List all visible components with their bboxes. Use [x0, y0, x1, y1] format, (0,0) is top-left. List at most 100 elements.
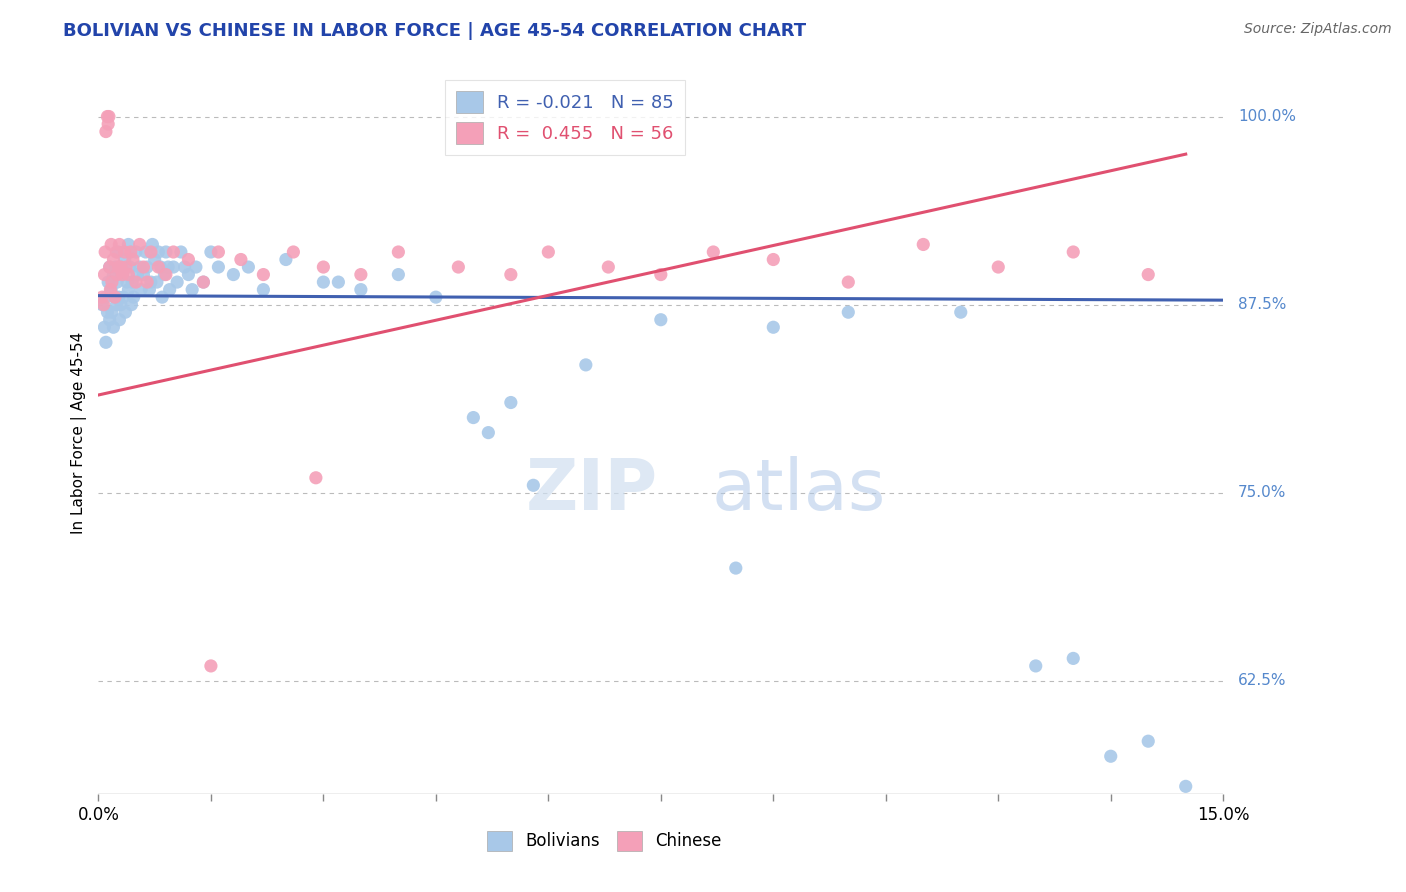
Chinese	[229, 252, 252, 267]
Chinese	[97, 110, 120, 124]
Chinese	[252, 268, 274, 282]
Chinese	[117, 268, 139, 282]
Bolivians	[148, 244, 170, 259]
Chinese	[93, 268, 115, 282]
Chinese	[100, 283, 122, 297]
Text: 100.0%: 100.0%	[1239, 109, 1296, 124]
Chinese	[110, 260, 132, 274]
Bolivians	[1099, 749, 1122, 764]
Bolivians	[193, 275, 215, 289]
Bolivians	[149, 260, 172, 274]
Bolivians	[162, 260, 184, 274]
Bolivians	[94, 290, 117, 304]
Chinese	[148, 260, 170, 274]
Chinese	[193, 275, 215, 289]
Chinese	[1062, 244, 1084, 259]
Bolivians	[101, 305, 124, 319]
Bolivians	[112, 290, 135, 304]
Chinese	[104, 290, 127, 304]
Bolivians	[328, 275, 350, 289]
Bolivians	[114, 305, 136, 319]
Chinese	[499, 268, 522, 282]
Chinese	[139, 244, 162, 259]
Chinese	[312, 260, 335, 274]
Bolivians	[118, 260, 141, 274]
Chinese	[108, 237, 131, 252]
Chinese	[114, 244, 136, 259]
Chinese	[1137, 268, 1160, 282]
Bolivians	[200, 244, 222, 259]
Chinese	[107, 260, 129, 274]
Bolivians	[141, 237, 163, 252]
Chinese	[650, 268, 672, 282]
Text: 62.5%: 62.5%	[1239, 673, 1286, 689]
Bolivians	[477, 425, 499, 440]
Chinese	[91, 290, 114, 304]
Bolivians	[94, 335, 117, 350]
Bolivians	[184, 260, 207, 274]
Bolivians	[100, 283, 122, 297]
Bolivians	[114, 252, 136, 267]
Bolivians	[173, 260, 195, 274]
Text: BOLIVIAN VS CHINESE IN LABOR FORCE | AGE 45-54 CORRELATION CHART: BOLIVIAN VS CHINESE IN LABOR FORCE | AGE…	[63, 22, 807, 40]
Chinese	[177, 252, 200, 267]
Bolivians	[166, 275, 188, 289]
Bolivians	[117, 283, 139, 297]
Chinese	[350, 268, 373, 282]
Chinese	[598, 260, 620, 274]
Bolivians	[97, 275, 120, 289]
Bolivians	[104, 260, 127, 274]
Bolivians	[155, 244, 177, 259]
Chinese	[837, 275, 859, 289]
Bolivians	[238, 260, 260, 274]
Chinese	[912, 237, 935, 252]
Bolivians	[129, 283, 152, 297]
Bolivians	[575, 358, 598, 372]
Chinese	[387, 244, 409, 259]
Bolivians	[91, 298, 114, 312]
Text: Source: ZipAtlas.com: Source: ZipAtlas.com	[1244, 22, 1392, 37]
Bolivians	[170, 244, 193, 259]
Bolivians	[103, 320, 125, 334]
Bolivians	[105, 298, 128, 312]
Text: 75.0%: 75.0%	[1239, 485, 1286, 500]
Bolivians	[146, 275, 169, 289]
Bolivians	[103, 268, 125, 282]
Bolivians	[104, 290, 127, 304]
Bolivians	[1062, 651, 1084, 665]
Bolivians	[181, 283, 204, 297]
Chinese	[105, 244, 128, 259]
Bolivians	[499, 395, 522, 409]
Bolivians	[128, 260, 150, 274]
Bolivians	[177, 268, 200, 282]
Bolivians	[157, 260, 180, 274]
Chinese	[987, 260, 1010, 274]
Bolivians	[724, 561, 747, 575]
Chinese	[136, 275, 159, 289]
Text: 87.5%: 87.5%	[1239, 297, 1286, 312]
Bolivians	[1137, 734, 1160, 748]
Chinese	[100, 237, 122, 252]
Bolivians	[132, 268, 155, 282]
Bolivians	[350, 283, 373, 297]
Bolivians	[110, 260, 132, 274]
Bolivians	[159, 283, 181, 297]
Bolivians	[762, 320, 785, 334]
Legend: Bolivians, Chinese: Bolivians, Chinese	[481, 824, 728, 858]
Bolivians	[650, 312, 672, 326]
Bolivians	[96, 305, 118, 319]
Chinese	[162, 244, 184, 259]
Bolivians	[222, 268, 245, 282]
Bolivians	[98, 260, 121, 274]
Chinese	[537, 244, 560, 259]
Chinese	[762, 252, 785, 267]
Chinese	[111, 268, 134, 282]
Chinese	[97, 117, 120, 131]
Bolivians	[107, 244, 129, 259]
Bolivians	[93, 320, 115, 334]
Bolivians	[949, 305, 972, 319]
Chinese	[305, 471, 328, 485]
Chinese	[93, 298, 115, 312]
Bolivians	[1174, 780, 1197, 794]
Chinese	[105, 268, 128, 282]
